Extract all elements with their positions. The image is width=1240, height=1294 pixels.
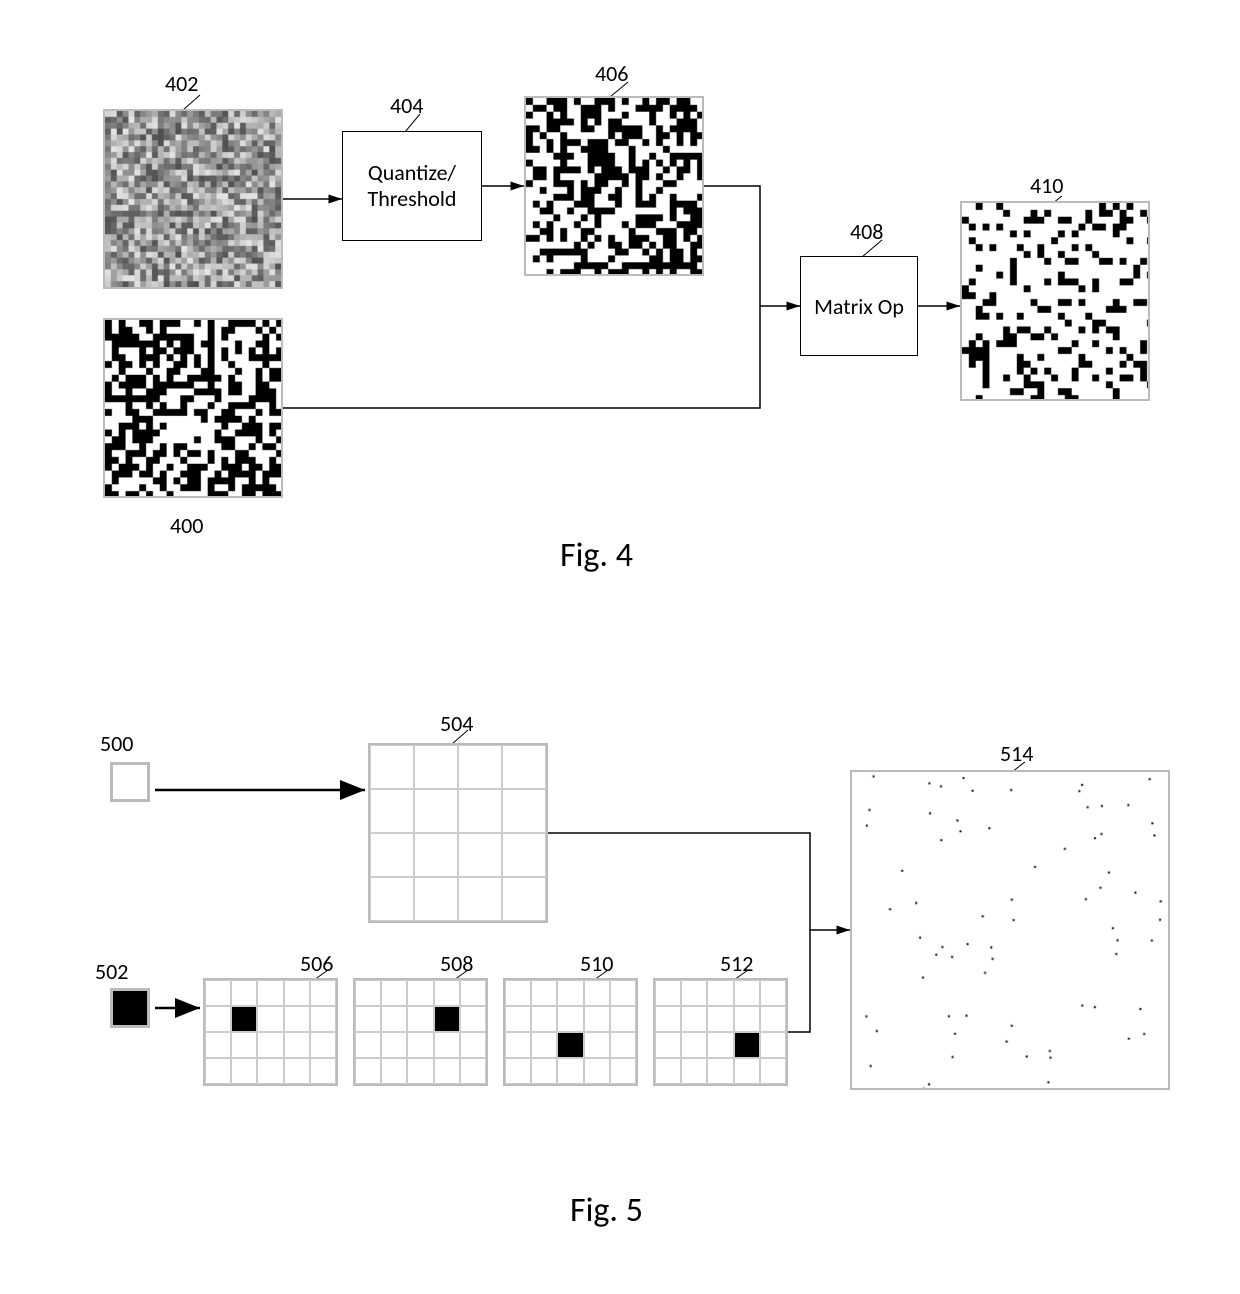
ref-506: 506: [300, 950, 333, 977]
ref-508: 508: [440, 950, 473, 977]
matrixop-box: Matrix Op: [800, 256, 918, 356]
ref-514: 514: [1000, 740, 1033, 767]
grid-512: [653, 978, 788, 1086]
grid-510: [503, 978, 638, 1086]
fig4-caption: Fig. 4: [560, 535, 633, 576]
empty-500: [110, 762, 150, 802]
black-502: [110, 988, 150, 1028]
quantize-label: Quantize/Threshold: [368, 160, 457, 213]
ref-402: 402: [165, 70, 198, 97]
grid-506: [203, 978, 338, 1086]
fig5-caption: Fig. 5: [570, 1190, 643, 1231]
ref-400: 400: [170, 512, 203, 539]
sparse-514: [850, 770, 1170, 1090]
noise-bw-406: [524, 96, 704, 276]
ref-404: 404: [390, 92, 423, 119]
ref-408: 408: [850, 218, 883, 245]
ref-512: 512: [720, 950, 753, 977]
ref-500: 500: [100, 730, 133, 757]
grid-508: [353, 978, 488, 1086]
noise-bw-400: [103, 318, 283, 498]
ref-510: 510: [580, 950, 613, 977]
grid-504: [368, 743, 548, 923]
noise-gray-402: [103, 109, 283, 289]
ref-504: 504: [440, 710, 473, 737]
matrixop-label: Matrix Op: [814, 293, 904, 320]
noise-out-410: [960, 201, 1150, 401]
ref-406: 406: [595, 60, 628, 87]
quantize-box: Quantize/Threshold: [342, 131, 482, 241]
ref-410: 410: [1030, 172, 1063, 199]
ref-502: 502: [95, 958, 128, 985]
